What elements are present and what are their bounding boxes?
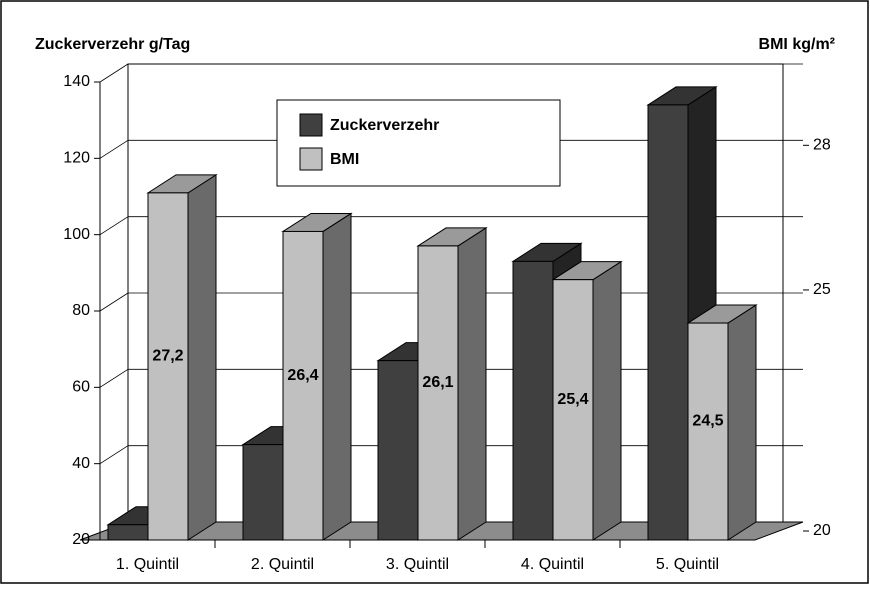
y2-tick-label: 28 bbox=[813, 137, 831, 154]
y2-tick-label: 25 bbox=[813, 281, 831, 298]
bar-side bbox=[457, 226, 487, 541]
y-axis-title: Zuckerverzehr g/Tag bbox=[35, 36, 190, 53]
legend-swatch bbox=[299, 113, 323, 137]
y-tick-label: 60 bbox=[72, 379, 90, 396]
grid-line bbox=[99, 216, 129, 236]
legend-box bbox=[276, 99, 561, 187]
data-label: 25,4 bbox=[557, 391, 588, 408]
y2-tick-label: 20 bbox=[813, 522, 831, 539]
x-tick-label: 5. Quintil bbox=[656, 556, 719, 573]
bar bbox=[107, 524, 149, 541]
data-label: 26,4 bbox=[287, 367, 318, 384]
bar bbox=[687, 322, 729, 541]
bar-side bbox=[187, 173, 217, 541]
legend-label: BMI bbox=[330, 151, 359, 168]
x-tick-label: 2. Quintil bbox=[251, 556, 314, 573]
y-tick-label: 80 bbox=[72, 302, 90, 319]
y2-axis-title: BMI kg/m² bbox=[759, 36, 835, 53]
legend-swatch bbox=[299, 147, 323, 171]
x-tick-label: 4. Quintil bbox=[521, 556, 584, 573]
data-label: 24,5 bbox=[692, 413, 723, 430]
bar bbox=[377, 360, 419, 541]
bar bbox=[242, 444, 284, 541]
y-tick-label: 140 bbox=[63, 73, 90, 90]
y-tick-label: 120 bbox=[63, 150, 90, 167]
x-tick-label: 3. Quintil bbox=[386, 556, 449, 573]
grid-line bbox=[99, 292, 129, 312]
y-tick-label: 100 bbox=[63, 226, 90, 243]
bar-side bbox=[727, 304, 757, 541]
bar-side bbox=[322, 212, 352, 541]
grid-line bbox=[99, 368, 129, 388]
bar bbox=[147, 192, 189, 541]
y-tick-label: 40 bbox=[72, 455, 90, 472]
grid-line bbox=[99, 63, 129, 83]
bar bbox=[512, 260, 554, 541]
bar bbox=[552, 279, 594, 541]
x-tick-label: 1. Quintil bbox=[116, 556, 179, 573]
bar bbox=[282, 230, 324, 541]
grid-line bbox=[99, 445, 129, 465]
legend-label: Zuckerverzehr bbox=[330, 117, 439, 134]
data-label: 27,2 bbox=[152, 348, 183, 365]
bar-side bbox=[592, 260, 622, 541]
bar bbox=[647, 104, 689, 541]
data-label: 26,1 bbox=[422, 374, 453, 391]
bar bbox=[417, 245, 459, 541]
grid-line bbox=[99, 139, 129, 159]
